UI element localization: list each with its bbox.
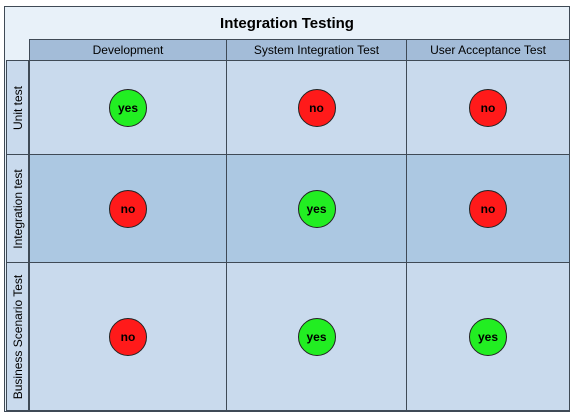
status-dot: no	[297, 88, 336, 127]
status-dot: yes	[109, 88, 147, 127]
status-dot: no	[469, 88, 507, 127]
row-header-business-scenario-test: Business Scenario Test	[6, 262, 29, 411]
cell-unit-test-user-acceptance: no	[406, 60, 570, 155]
row-header-integration-test: Integration test	[6, 154, 29, 263]
cell-integration-test-user-acceptance: no	[406, 154, 570, 263]
matrix-frame: Integration Testing Development System I…	[4, 6, 570, 412]
column-header-development: Development	[29, 39, 227, 61]
corner-blank	[5, 39, 29, 61]
status-dot: yes	[469, 317, 507, 356]
status-dot: no	[109, 317, 147, 356]
cell-unit-test-system-integration: no	[226, 60, 407, 155]
cell-integration-test-development: no	[29, 154, 227, 263]
cell-unit-test-development: yes	[29, 60, 227, 155]
row-header-label: Business Scenario Test	[10, 274, 25, 399]
cell-business-scenario-test-system-integration: yes	[226, 262, 407, 411]
status-dot: no	[469, 189, 507, 228]
row-header-unit-test: Unit test	[6, 60, 29, 155]
column-header-system-integration-test: System Integration Test	[226, 39, 407, 61]
cell-business-scenario-test-user-acceptance: yes	[406, 262, 570, 411]
cell-integration-test-system-integration: yes	[226, 154, 407, 263]
status-dot: yes	[297, 317, 336, 356]
column-header-user-acceptance-test: User Acceptance Test	[406, 39, 570, 61]
matrix-title: Integration Testing	[220, 14, 354, 32]
status-dot: no	[109, 189, 147, 228]
row-header-label: Unit test	[10, 85, 25, 130]
row-header-label: Integration test	[10, 168, 25, 249]
status-dot: yes	[297, 189, 336, 228]
cell-business-scenario-test-development: no	[29, 262, 227, 411]
